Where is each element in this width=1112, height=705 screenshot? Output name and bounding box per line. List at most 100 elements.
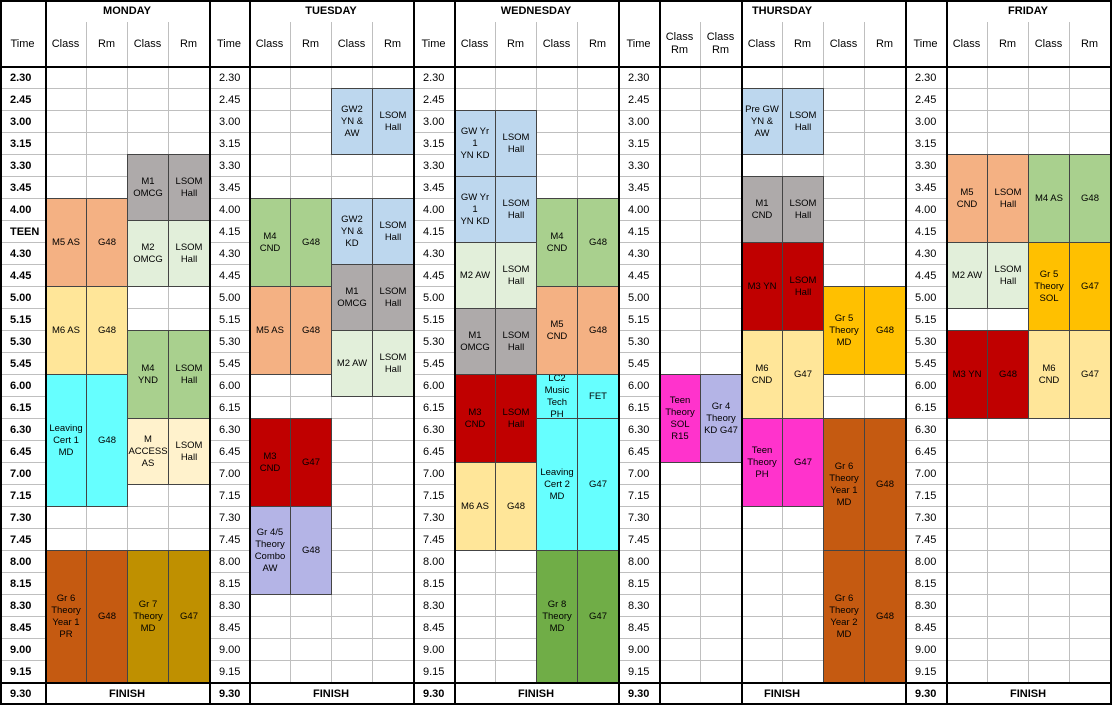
- time-cell: 5.30: [1, 331, 45, 352]
- class-block: G48: [290, 286, 332, 375]
- time-cell: 2.45: [906, 89, 946, 110]
- class-block: G47: [1069, 242, 1111, 331]
- time-cell: 7.45: [1, 529, 45, 550]
- time-cell: 3.30: [906, 155, 946, 176]
- class-block: LSOM Hall: [372, 88, 414, 155]
- day-header-monday: MONDAY: [103, 4, 151, 17]
- end-time-cell: 9.30: [906, 683, 946, 705]
- time-cell: 3.00: [906, 111, 946, 132]
- class-block: M4 YND: [127, 330, 169, 419]
- separator-line: [209, 0, 211, 705]
- time-cell: 3.45: [210, 177, 249, 198]
- grid-row-line: [0, 132, 1110, 133]
- time-cell: 5.00: [619, 287, 659, 308]
- class-block: M3 CND: [249, 418, 291, 507]
- grid-row-line: [0, 154, 1110, 155]
- class-block: G47: [782, 418, 824, 507]
- class-block: M6 CND: [1028, 330, 1070, 419]
- time-cell: 7.00: [619, 463, 659, 484]
- class-block: LSOM Hall: [168, 418, 210, 485]
- finish-label: FINISH: [763, 687, 801, 700]
- time-cell: 7.45: [414, 529, 454, 550]
- time-cell: 5.45: [906, 353, 946, 374]
- time-cell: 6.00: [414, 375, 454, 396]
- time-cell: 8.15: [414, 573, 454, 594]
- class-block: Teen Theory PH: [741, 418, 783, 507]
- class-block: Gr 4 Theory KD G47: [700, 374, 742, 463]
- time-cell: 6.15: [210, 397, 249, 418]
- class-block: G47: [577, 418, 619, 551]
- class-block: G48: [495, 462, 537, 551]
- class-block: LSOM Hall: [495, 374, 537, 463]
- time-cell: 8.45: [210, 617, 249, 638]
- time-cell: 6.45: [1, 441, 45, 462]
- time-cell: 7.00: [906, 463, 946, 484]
- class-block: G47: [290, 418, 332, 507]
- time-cell: 9.00: [210, 639, 249, 660]
- column-header: Class: [133, 37, 162, 50]
- class-block: M5 AS: [249, 286, 291, 375]
- end-time-cell: 9.30: [210, 683, 249, 705]
- time-cell: 7.15: [414, 485, 454, 506]
- class-block: LSOM Hall: [782, 242, 824, 331]
- class-block: M1 OMCG: [127, 154, 169, 221]
- time-cell: 6.45: [906, 441, 946, 462]
- time-cell: 8.00: [906, 551, 946, 572]
- time-cell: 3.00: [210, 111, 249, 132]
- class-block: M6 CND: [741, 330, 783, 419]
- grid-col-line: [700, 22, 701, 682]
- time-cell: 8.30: [906, 595, 946, 616]
- class-block: GW Yr 1 YN KD: [454, 110, 496, 177]
- time-cell: 2.45: [210, 89, 249, 110]
- class-block: LSOM Hall: [372, 264, 414, 331]
- time-cell: 3.30: [210, 155, 249, 176]
- time-cell: 9.15: [1, 661, 45, 682]
- day-header-wednesday: WEDNESDAY: [500, 4, 572, 17]
- end-time-cell: 9.30: [619, 683, 659, 705]
- class-block: GW Yr 1 YN KD: [454, 176, 496, 243]
- class-block: G48: [290, 198, 332, 287]
- class-block: LSOM Hall: [782, 176, 824, 243]
- time-cell: 8.45: [619, 617, 659, 638]
- time-cell: 8.30: [210, 595, 249, 616]
- time-cell: 2.30: [1, 67, 45, 88]
- class-block: M ACCESS AS: [127, 418, 169, 485]
- column-header: Class: [747, 37, 776, 50]
- column-header: Rm: [1080, 37, 1099, 50]
- column-header: Class: [460, 37, 489, 50]
- class-block: M2 OMCG: [127, 220, 169, 287]
- time-cell: 2.30: [414, 67, 454, 88]
- time-cell: 4.00: [414, 199, 454, 220]
- class-block: G48: [864, 418, 906, 551]
- class-block: Gr 7 Theory MD: [127, 550, 169, 683]
- time-cell: 9.15: [619, 661, 659, 682]
- time-cell: 9.00: [619, 639, 659, 660]
- time-cell: 4.15: [210, 221, 249, 242]
- time-cell: 6.30: [414, 419, 454, 440]
- column-header: Rm: [383, 37, 402, 50]
- class-block: Leaving Cert 1 MD: [45, 374, 87, 507]
- class-block: LSOM Hall: [372, 330, 414, 397]
- time-cell: 5.00: [906, 287, 946, 308]
- separator-line: [45, 0, 47, 705]
- class-block: LSOM Hall: [168, 154, 210, 221]
- time-cell: 8.15: [210, 573, 249, 594]
- class-block: Gr 4/5 Theory Combo AW: [249, 506, 291, 595]
- separator-line: [0, 66, 1110, 68]
- time-cell: 4.00: [210, 199, 249, 220]
- class-block: M1 OMCG: [331, 264, 373, 331]
- time-cell: 3.15: [1, 133, 45, 154]
- day-header-tuesday: TUESDAY: [305, 4, 357, 17]
- time-cell: 7.30: [210, 507, 249, 528]
- column-header: Rm: [506, 37, 525, 50]
- time-cell: 9.00: [906, 639, 946, 660]
- class-block: M4 CND: [249, 198, 291, 287]
- class-block: Pre GW YN & AW: [741, 88, 783, 155]
- class-block: M4 AS: [1028, 154, 1070, 243]
- time-cell: 5.15: [414, 309, 454, 330]
- grid-row-line: [0, 110, 1110, 111]
- class-block: LSOM Hall: [987, 154, 1029, 243]
- column-header: Rm: [179, 37, 198, 50]
- time-cell: 3.45: [414, 177, 454, 198]
- separator-line: [413, 0, 415, 705]
